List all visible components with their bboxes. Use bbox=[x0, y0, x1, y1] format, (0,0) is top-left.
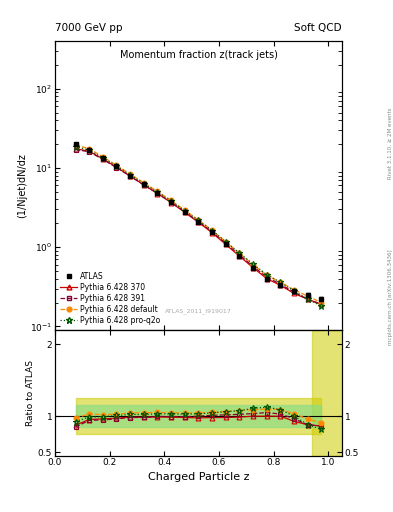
Text: mcplots.cern.ch [arXiv:1306.3436]: mcplots.cern.ch [arXiv:1306.3436] bbox=[388, 249, 393, 345]
Y-axis label: Ratio to ATLAS: Ratio to ATLAS bbox=[26, 360, 35, 426]
Text: Momentum fraction z(track jets): Momentum fraction z(track jets) bbox=[119, 50, 277, 59]
Text: Soft QCD: Soft QCD bbox=[294, 23, 342, 33]
Text: ATLAS_2011_I919017: ATLAS_2011_I919017 bbox=[165, 308, 232, 314]
Legend: ATLAS, Pythia 6.428 370, Pythia 6.428 391, Pythia 6.428 default, Pythia 6.428 pr: ATLAS, Pythia 6.428 370, Pythia 6.428 39… bbox=[59, 270, 162, 326]
Text: 7000 GeV pp: 7000 GeV pp bbox=[55, 23, 123, 33]
Text: Rivet 3.1.10, ≥ 2M events: Rivet 3.1.10, ≥ 2M events bbox=[388, 108, 393, 179]
X-axis label: Charged Particle z: Charged Particle z bbox=[148, 472, 249, 482]
Y-axis label: (1/Njet)dN/dz: (1/Njet)dN/dz bbox=[17, 153, 27, 218]
